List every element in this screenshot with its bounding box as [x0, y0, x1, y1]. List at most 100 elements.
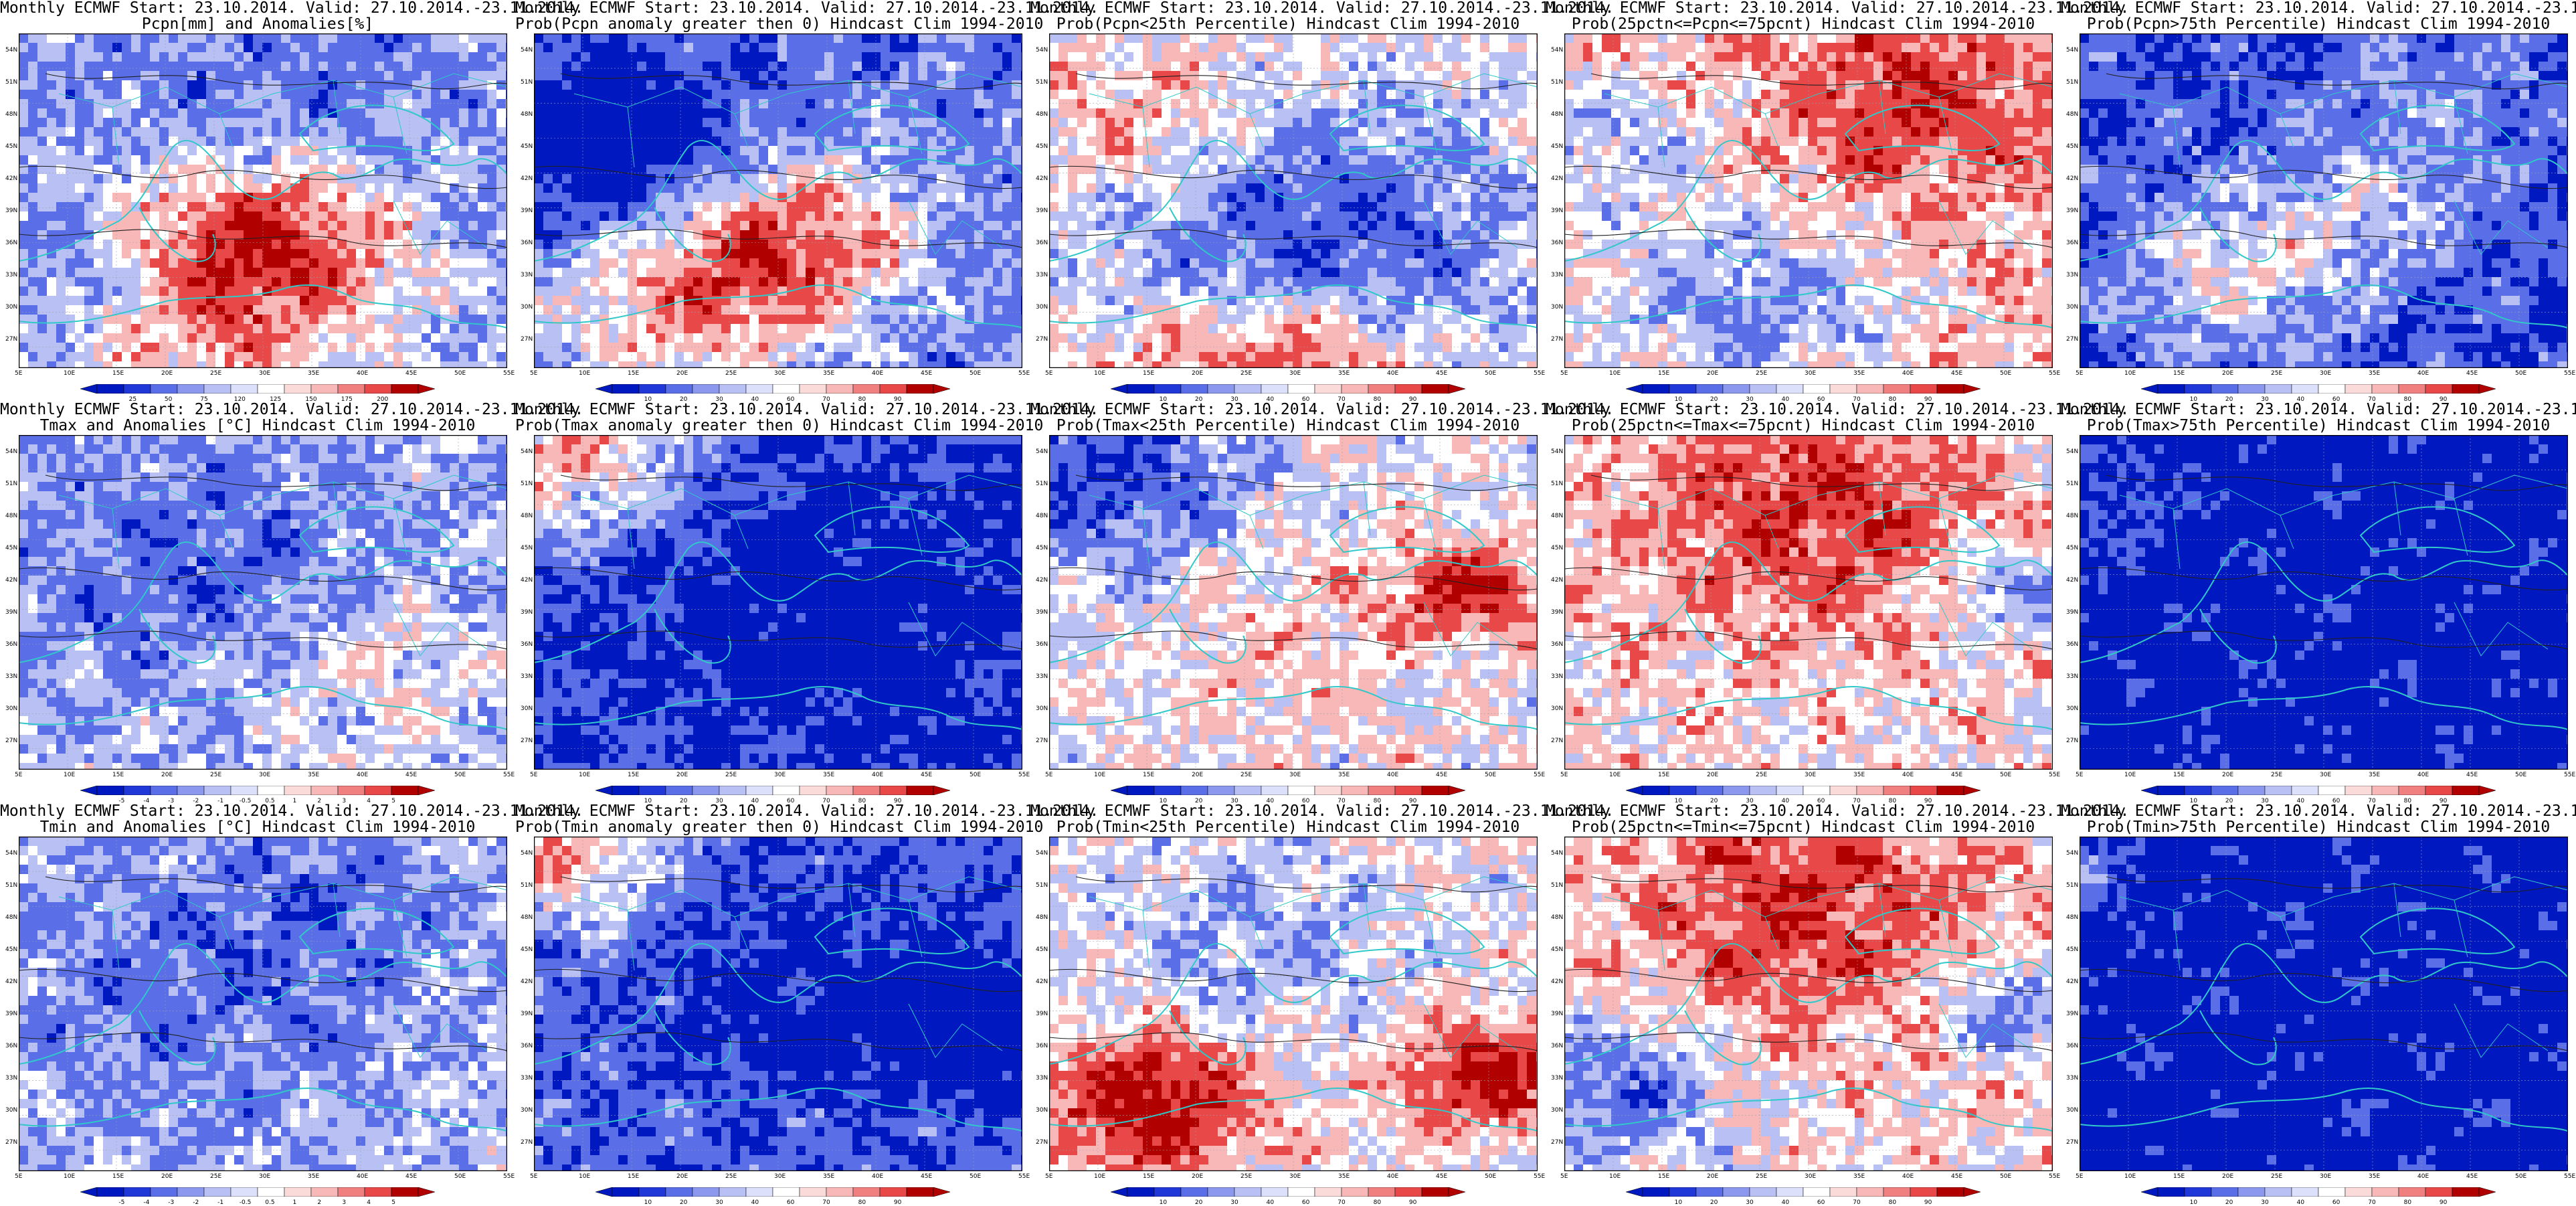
colorbar-tick-label: -2: [193, 1199, 199, 1206]
lon-tick-label: 45E: [1436, 370, 1447, 377]
lon-tick-label: 30E: [774, 370, 786, 377]
lon-tick-label: 55E: [2564, 370, 2575, 377]
lat-tick-label: 42N: [5, 577, 17, 584]
lat-tick-label: 51N: [521, 481, 533, 487]
lat-tick-label: 42N: [1551, 978, 1563, 985]
lat-tick-label: 30N: [2066, 1107, 2078, 1114]
lon-tick-label: 25E: [1240, 370, 1252, 377]
lon-tick-label: 25E: [210, 370, 221, 377]
lon-tick-label: 35E: [823, 772, 834, 778]
lat-tick-label: 36N: [2066, 641, 2078, 648]
lat-tick-label: 30N: [521, 304, 533, 311]
lat-tick-label: 30N: [1036, 1107, 1048, 1114]
lat-tick-label: 33N: [521, 272, 533, 278]
lat-tick-label: 27N: [5, 1139, 17, 1146]
lon-tick-label: 40E: [1902, 772, 1914, 778]
lat-tick-label: 51N: [5, 882, 17, 889]
lat-tick-label: 39N: [5, 609, 17, 616]
lon-tick-label: 50E: [970, 772, 981, 778]
lon-tick-label: 40E: [2417, 772, 2429, 778]
panel-title-line2: Prob(Tmin anomaly greater then 0) Hindca…: [515, 819, 1030, 835]
lon-tick-label: 10E: [1609, 370, 1621, 377]
lon-tick-label: 5E: [1045, 1173, 1052, 1180]
colorbar-tick-label: 70: [2368, 1199, 2375, 1206]
lon-tick-label: 55E: [1018, 1173, 1030, 1180]
colorbar-tick-label: 60: [1302, 1199, 1309, 1206]
lon-tick-label: 30E: [1805, 772, 1816, 778]
lon-tick-label: 45E: [2466, 1173, 2478, 1180]
lat-tick-label: 36N: [1551, 240, 1563, 246]
lat-tick-label: 36N: [1551, 1043, 1563, 1049]
lon-tick-label: 15E: [2173, 772, 2185, 778]
map-area: [2080, 33, 2568, 368]
map-area: [1049, 33, 1538, 368]
colorbar-tick-label: 30: [1746, 1199, 1753, 1206]
map-panel: Monthly ECMWF Start: 23.10.2014. Valid: …: [0, 0, 515, 402]
lon-tick-label: 10E: [64, 772, 75, 778]
lon-tick-label: 55E: [503, 772, 515, 778]
lat-tick-label: 39N: [2066, 1011, 2078, 1017]
lon-tick-label: 50E: [2000, 772, 2011, 778]
panel-title-line2: Prob(Pcpn anomaly greater then 0) Hindca…: [515, 16, 1030, 32]
lon-tick-label: 55E: [2049, 1173, 2060, 1180]
lon-tick-label: 40E: [357, 370, 368, 377]
lon-tick-label: 35E: [308, 370, 319, 377]
lon-tick-label: 50E: [970, 370, 981, 377]
lon-tick-label: 5E: [2076, 1173, 2083, 1180]
lon-tick-label: 30E: [259, 772, 270, 778]
lat-tick-label: 39N: [1551, 609, 1563, 616]
lon-tick-label: 35E: [2369, 1173, 2380, 1180]
lat-tick-label: 51N: [521, 882, 533, 889]
map-area: [19, 33, 507, 368]
lat-tick-label: 42N: [2066, 577, 2078, 584]
panel-title-line2: Prob(Tmax anomaly greater then 0) Hindca…: [515, 418, 1030, 434]
colorbar: [1626, 1187, 1981, 1197]
lat-tick-label: 48N: [521, 111, 533, 118]
lat-tick-label: 27N: [1551, 738, 1563, 744]
lon-tick-label: 10E: [579, 370, 590, 377]
lon-tick-label: 30E: [259, 1173, 270, 1180]
map-panel: Monthly ECMWF Start: 23.10.2014. Valid: …: [1546, 803, 2061, 1205]
colorbar-tick-label: 80: [2404, 1199, 2411, 1206]
lat-tick-label: 27N: [5, 336, 17, 343]
lon-tick-label: 15E: [1143, 1173, 1154, 1180]
lat-tick-label: 54N: [2066, 448, 2078, 455]
lat-tick-label: 45N: [1036, 946, 1048, 953]
lat-tick-label: 27N: [2066, 738, 2078, 744]
map-svg: [19, 837, 507, 1171]
lon-tick-label: 20E: [676, 772, 688, 778]
lon-tick-label: 5E: [15, 370, 22, 377]
colorbar-tick-label: -1: [217, 1199, 223, 1206]
lon-tick-label: 45E: [1951, 370, 1962, 377]
panel-title-line1: Monthly ECMWF Start: 23.10.2014. Valid: …: [515, 803, 1030, 819]
map-panel: Monthly ECMWF Start: 23.10.2014. Valid: …: [1546, 402, 2061, 803]
lat-tick-label: 30N: [1551, 1107, 1563, 1114]
lat-tick-label: 33N: [1551, 272, 1563, 278]
colorbar: [80, 384, 435, 394]
lon-tick-label: 40E: [872, 772, 883, 778]
lon-tick-label: 15E: [2173, 1173, 2185, 1180]
lat-tick-label: 42N: [1036, 978, 1048, 985]
map-panel: Monthly ECMWF Start: 23.10.2014. Valid: …: [1030, 0, 1546, 402]
lon-tick-label: 55E: [1534, 772, 1545, 778]
lon-tick-label: 50E: [454, 772, 466, 778]
lat-tick-label: 42N: [2066, 978, 2078, 985]
lon-tick-label: 45E: [921, 370, 932, 377]
lat-tick-label: 51N: [1551, 79, 1563, 86]
lat-tick-label: 39N: [5, 207, 17, 214]
lat-tick-label: 36N: [2066, 1043, 2078, 1049]
map-svg: [1564, 33, 2053, 368]
lon-tick-label: 45E: [405, 370, 417, 377]
map-panel: Monthly ECMWF Start: 23.10.2014. Valid: …: [1030, 803, 1546, 1205]
lat-tick-label: 27N: [1551, 336, 1563, 343]
map-panel: Monthly ECMWF Start: 23.10.2014. Valid: …: [1030, 402, 1546, 803]
panel-title-line2: Prob(25pctn<=Tmax<=75pcnt) Hindcast Clim…: [1546, 418, 2061, 434]
lat-tick-label: 48N: [5, 914, 17, 921]
lon-tick-label: 45E: [2466, 772, 2478, 778]
lon-tick-label: 45E: [2466, 370, 2478, 377]
lon-tick-label: 30E: [2320, 772, 2331, 778]
lon-tick-label: 55E: [2049, 772, 2060, 778]
lon-tick-label: 40E: [1902, 1173, 1914, 1180]
map-area: [2080, 435, 2568, 770]
lon-tick-label: 10E: [64, 370, 75, 377]
